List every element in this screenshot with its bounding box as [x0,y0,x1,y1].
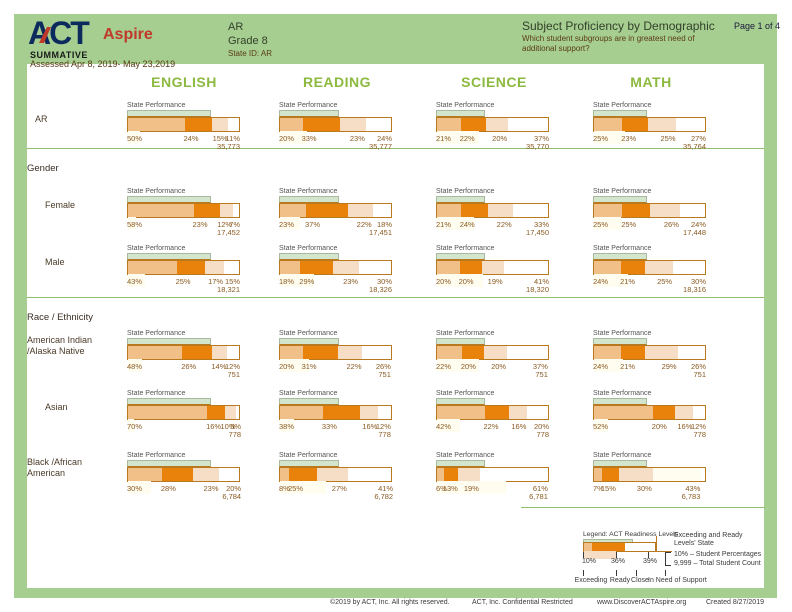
svg-text:ACT: ACT [28,17,90,51]
